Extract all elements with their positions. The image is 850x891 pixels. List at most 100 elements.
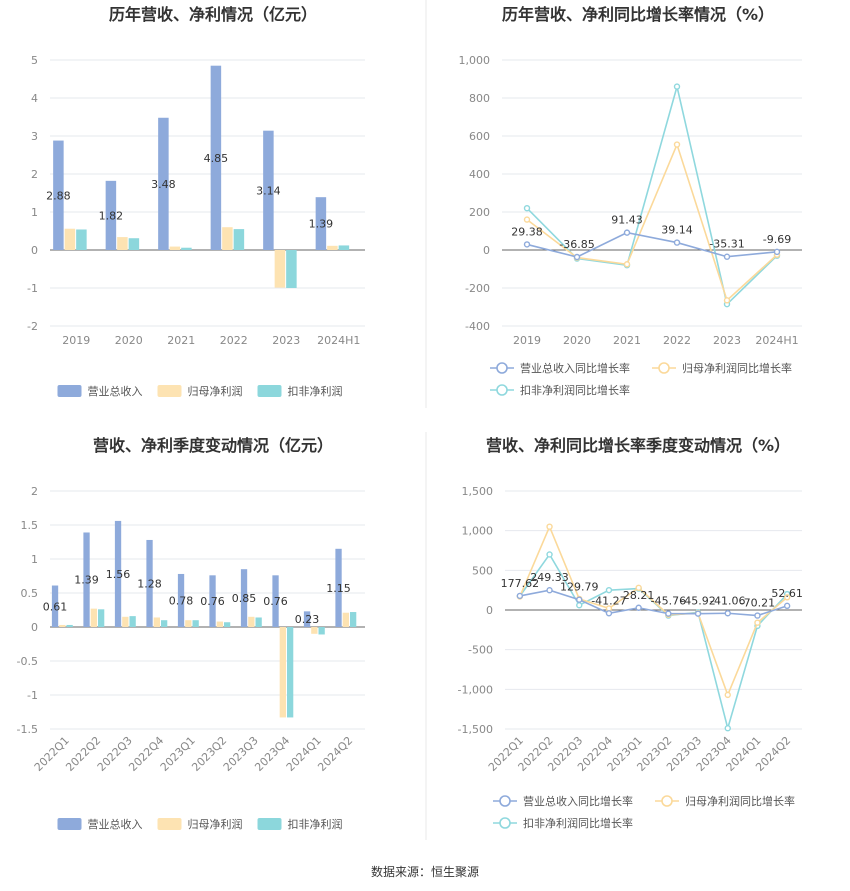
data-source-note: 数据来源：恒生聚源 [371,864,479,879]
bar-series-2 [349,612,357,627]
line-point-series-1 [635,584,642,591]
x-tick-label: 2019 [513,334,541,347]
line-data-label: -35.31 [709,238,744,251]
y-tick-label: 1 [31,553,38,566]
line-series-1 [519,524,788,698]
line-point-series-2 [523,204,531,212]
y-tick-label: 1 [31,206,38,219]
chart-title: 营收、净利季度变动情况（亿元） [93,436,333,455]
bar-series-2 [338,245,350,250]
line-data-label: 52.61 [771,587,803,600]
line-series-0 [519,589,788,617]
line-data-label: -36.85 [559,238,594,251]
line-data-label: 28.21 [623,589,655,602]
legend-label: 营业总收入 [88,817,143,831]
line-data-label: -45.92 [680,595,715,608]
y-tick-label: -500 [468,644,493,657]
bar-series-0 [177,573,185,627]
y-tick-label: 2 [31,485,38,498]
legend-label: 营业总收入 [88,384,143,398]
line-point-series-0 [623,229,631,236]
legend-label: 归母净利润同比增长率 [682,361,792,375]
bar-series-1 [90,608,97,627]
bar-series-0 [51,585,59,627]
y-tick-label: 1.5 [21,519,39,532]
x-tick-label: 2022 [663,334,691,347]
bar-data-label: 1.28 [137,577,162,590]
line-point-series-2 [605,586,613,594]
y-tick-label: -0.5 [17,655,38,668]
line-point-series-0 [635,604,642,611]
chart-title: 营收、净利同比增长率季度变动情况（%） [486,436,790,455]
y-tick-label: 1,000 [459,54,491,67]
bar-series-2 [97,609,105,627]
bar-series-1 [342,612,349,627]
bar-series-0 [158,117,169,250]
bar-series-2 [286,250,297,288]
bar-series-0 [53,140,64,250]
bar-series-0 [263,130,274,250]
line-data-label: 39.14 [661,224,693,237]
legend-swatch-0 [57,385,82,397]
y-tick-label: -400 [465,320,490,333]
bar-series-1 [59,624,66,627]
bar-series-0 [335,548,342,627]
line-data-label: 129.79 [560,581,599,594]
y-tick-label: 4 [31,92,38,105]
line-point-series-0 [516,592,524,600]
line-point-series-1 [546,523,553,530]
bar-series-0 [83,532,90,627]
y-tick-label: 500 [472,564,493,577]
x-tick-label: 2024H1 [755,334,798,347]
legend-label: 扣非净利润同比增长率 [520,383,630,397]
line-point-series-1 [673,141,681,148]
bar-series-2 [255,617,262,627]
y-tick-label: -1 [27,689,38,702]
line-point-series-2 [724,725,731,732]
legend-swatch-2 [257,385,282,397]
bar-data-label: 0.23 [295,613,320,626]
line-series-0 [526,231,778,258]
chart-title: 历年营收、净利同比增长率情况（%） [502,5,774,24]
bar-series-2 [129,616,136,627]
y-tick-label: -200 [465,282,490,295]
bar-series-0 [210,65,222,250]
bar-series-1 [279,627,286,718]
line-point-series-0 [724,610,731,617]
legend-marker-2 [496,384,508,396]
line-data-label: -41.06 [710,594,745,607]
line-series-2 [526,86,778,306]
line-point-series-0 [546,587,553,594]
bar-data-label: 1.39 [309,218,334,231]
legend-marker-0 [496,362,508,374]
line-point-series-0 [673,239,681,246]
bar-data-label: 0.61 [43,600,68,613]
y-tick-label: 1,500 [462,485,494,498]
line-point-series-2 [576,602,583,609]
bar-series-1 [153,617,160,627]
line-data-label: 29.38 [511,225,543,238]
line-point-series-0 [665,610,672,617]
line-point-series-0 [573,253,581,261]
legend-label: 营业总收入同比增长率 [523,794,633,808]
bar-data-label: 3.48 [151,178,176,191]
bar-data-label: 0.78 [169,594,194,607]
y-tick-label: -1 [27,282,38,295]
y-tick-label: 3 [31,130,38,143]
bar-data-label: 0.76 [200,595,225,608]
bar-series-1 [185,620,192,627]
bar-data-label: 1.56 [106,568,131,581]
line-series-1 [526,142,778,302]
line-point-series-0 [783,602,791,610]
line-point-series-2 [546,551,553,558]
line-data-label: -41.27 [591,594,626,607]
legend-label: 归母净利润 [188,817,243,831]
bar-series-1 [222,227,233,250]
bar-series-2 [76,229,87,250]
y-tick-label: 5 [31,54,38,67]
annual-growth-rate-chart: 历年营收、净利同比增长率情况（%） -400 -200 0 200 400 600 800 1,… [459,5,802,397]
bar-series-1 [122,616,129,627]
line-point-series-2 [673,83,681,90]
y-tick-label: 400 [469,168,490,181]
